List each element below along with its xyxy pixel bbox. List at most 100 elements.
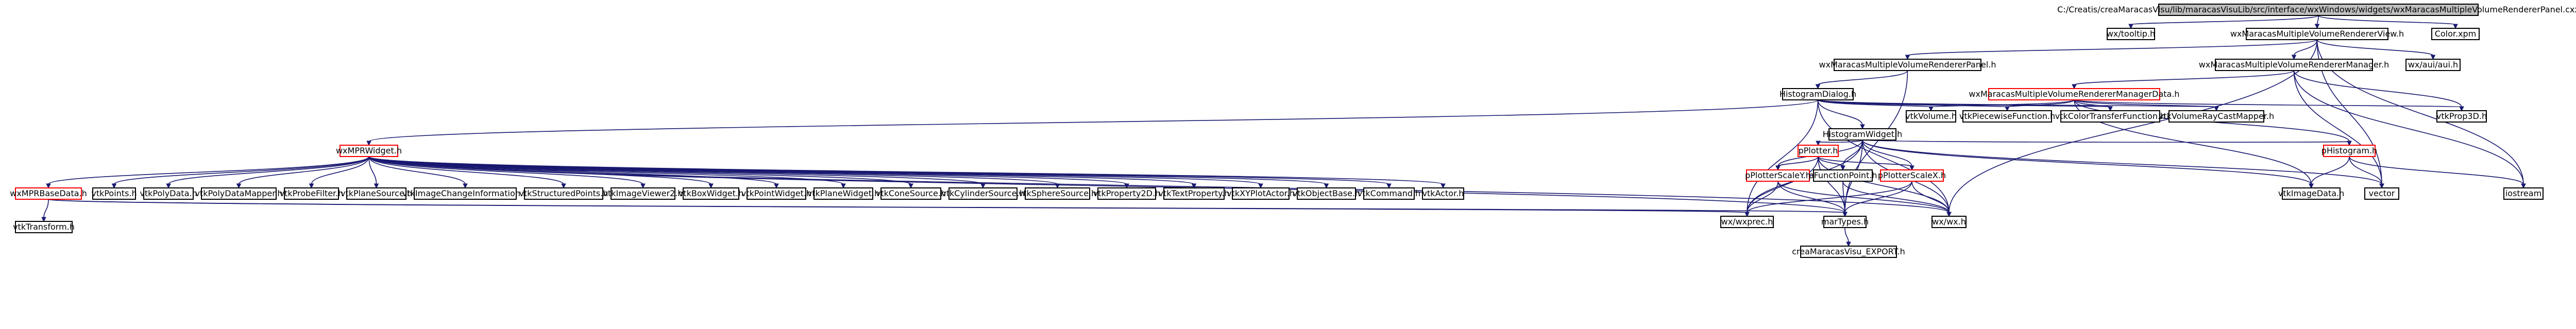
node-vector[interactable]: vector (2364, 187, 2399, 200)
node-label: vtkTransform.h (13, 222, 75, 232)
node-vtkimageviewer2[interactable]: vtkImageViewer2.h (603, 187, 683, 200)
node-label: vtkImageChangeInformation.h (402, 188, 528, 198)
graph-edges (41, 15, 2526, 247)
node-vtkplanewidget[interactable]: vtkPlaneWidget.h (807, 187, 879, 200)
node-vtkplanesource[interactable]: vtkPlaneSource.h (341, 187, 412, 200)
edge-wxvtkmpr-to-vtkprobefilter (309, 156, 369, 189)
node-iostream[interactable]: iostream (2503, 187, 2544, 200)
node-vtkpoints[interactable]: vtkPoints.h (91, 187, 137, 200)
edge-histwidget-to-pplotter (1816, 140, 1863, 146)
node-label: vtkPlaneWidget.h (807, 188, 879, 198)
node-vtkboxwidget[interactable]: vtkBoxWidget.h (679, 187, 743, 200)
node-box (143, 187, 194, 200)
node-box (747, 187, 806, 200)
node-vtkpolydatamapper[interactable]: vtkPolyDataMapper.h (195, 187, 283, 200)
node-pfunctionpoint[interactable]: pFunctionPoint.h (1808, 169, 1877, 182)
node-vtkprobefilter[interactable]: vtkProbeFilter.h (280, 187, 344, 200)
node-box (1097, 187, 1156, 200)
node-label: vtkXYPlotActor.h (1227, 188, 1295, 198)
node-vtkstructuredpoints[interactable]: vtkStructuredPoints.h (519, 187, 608, 200)
node-marTypes[interactable]: marTypes.h (1821, 216, 1869, 228)
edge-wxvtkmprbase-to-vtktransform (41, 199, 49, 222)
node-label: vtkStructuredPoints.h (519, 188, 608, 198)
node-vtkspheresource[interactable]: vtkSphereSource.h (1019, 187, 1097, 200)
edge-pplotterscalex-to-wxwx (1911, 181, 1952, 217)
node-wxwxprec[interactable]: wx/wxprec.h (1720, 216, 1774, 228)
node-pplotterscalex[interactable]: pPlotterScaleX.h (1878, 169, 1946, 182)
node-label: vtkPoints.h (91, 188, 137, 198)
node-vtkpolydata[interactable]: vtkPolyData.h (140, 187, 197, 200)
node-colorxpm[interactable]: Color.xpm (2431, 28, 2480, 40)
edge-mvrmanager-to-vtkprop3d (2293, 70, 2464, 112)
node-label: vtkPolyDataMapper.h (195, 188, 282, 198)
node-vtkcommand[interactable]: vtkCommand.h (1358, 187, 1420, 200)
edge-pplotter-to-pplotterscaley (1775, 156, 1819, 171)
node-vtkpiecewise[interactable]: vtkPiecewiseFunction.h (1959, 110, 2055, 123)
node-label: vtkCylinderSource.h (941, 188, 1024, 198)
node-pplotter[interactable]: pPlotter.h (1798, 145, 1839, 157)
edge-mvrview-to-auibar (2316, 39, 2436, 60)
node-box (1906, 110, 1956, 123)
node-mvrmanagerdata[interactable]: wxMaracasMultipleVolumeRendererManagerDa… (1969, 88, 2180, 100)
node-histogramh[interactable]: pHistogram.h (2321, 145, 2377, 157)
node-label: wx/wx.h (1932, 217, 1966, 227)
node-label: vtkColorTransferFunction.h (2055, 111, 2165, 121)
node-vtkactor[interactable]: vtkActor.h (1422, 187, 1464, 200)
node-mvrpanel[interactable]: wxMaracasMultipleVolumeRendererPanel.h (1819, 59, 1996, 71)
node-label: wxMaracasMultipleVolumeRendererManager.h (2199, 60, 2389, 70)
node-auibar[interactable]: wx/aui/aui.h (2405, 59, 2461, 71)
node-box (15, 187, 82, 200)
node-export[interactable]: creaMaracasVisu_EXPORT.h (1792, 246, 1905, 258)
node-vtkpointwidget[interactable]: vtkPointWidget.h (741, 187, 811, 200)
node-vtkxyplotactor[interactable]: vtkXYPlotActor.h (1227, 187, 1295, 200)
node-vtkproperty2d[interactable]: vtkProperty2D.h (1093, 187, 1160, 200)
edge-mvrmanagerdata-to-vtkvolraycast (2074, 99, 2219, 112)
node-vtkimagechangeinfo[interactable]: vtkImageChangeInformation.h (402, 187, 528, 200)
edge-pplotter-to-pplotterscalex (1818, 156, 1914, 171)
node-vtkconesource[interactable]: vtkConeSource.h (876, 187, 946, 200)
node-pplotterscaley[interactable]: pPlotterScaleY.h (1745, 169, 1811, 182)
node-vtkvolraycast[interactable]: vtkVolumeRayCastMapper.h (2159, 110, 2274, 123)
edge-wxvtkmpr-to-vtkconesource (368, 156, 913, 189)
node-wxtooltip[interactable]: wx/tooltip.h (2107, 28, 2155, 40)
node-label: creaMaracasVisu_EXPORT.h (1792, 247, 1905, 257)
node-wxvtkmprbase[interactable]: wxMPRBaseData.h (10, 187, 87, 200)
edge-wxvtkmpr-to-marTypes (368, 156, 1848, 217)
node-root[interactable]: C:/Creatis/creaMaracasVisu/lib/maracasVi… (2057, 4, 2576, 16)
node-box (1422, 187, 1464, 200)
node-box (1746, 169, 1810, 182)
node-vtkvolume[interactable]: vtkVolume.h (1905, 110, 1957, 123)
node-vtkprop3d[interactable]: vtkProp3D.h (2436, 110, 2487, 123)
node-wxvtkmpr[interactable]: wxMPRWidget.h (336, 145, 402, 157)
node-label: vtkCommand.h (1358, 188, 1420, 198)
node-vtkimagedata[interactable]: vtkImageData.h (2278, 187, 2345, 200)
node-wxwx[interactable]: wx/wx.h (1931, 216, 1967, 228)
node-box (414, 187, 517, 200)
node-label: wxMPRWidget.h (336, 146, 402, 155)
node-box (2107, 28, 2155, 40)
edge-mvrview-to-mvrpanel (1905, 39, 2318, 60)
edge-mvrmanager-to-iostream (2293, 70, 2526, 189)
node-vtktransform[interactable]: vtkTransform.h (13, 221, 75, 233)
node-mvrview[interactable]: wxMaracasMultipleVolumeRendererView.h (2230, 28, 2404, 40)
node-label: vtkImageData.h (2278, 188, 2345, 198)
node-box (611, 187, 675, 200)
node-vtktextproperty[interactable]: vtkTextProperty.h (1158, 187, 1230, 200)
node-box (284, 187, 339, 200)
node-vtkcolortf[interactable]: vtkColorTransferFunction.h (2055, 110, 2165, 123)
node-box (1834, 59, 1981, 71)
node-histdialog[interactable]: HistogramDialog.h (1780, 88, 1856, 100)
node-box (1363, 187, 1415, 200)
node-label: marTypes.h (1821, 217, 1869, 227)
node-box (1800, 246, 1897, 258)
node-box (2405, 59, 2461, 71)
node-histwidget[interactable]: HistogramWidget.h (1823, 128, 1903, 141)
node-vtkcylindersource[interactable]: vtkCylinderSource.h (941, 187, 1025, 200)
node-vtkobjectbase[interactable]: vtkObjectBase.h (1293, 187, 1360, 200)
edge-wxvtkmpr-to-wxwx (368, 156, 1952, 217)
node-label: pHistogram.h (2321, 146, 2377, 155)
node-label: wx/tooltip.h (2107, 29, 2155, 39)
node-label: vtkObjectBase.h (1293, 188, 1360, 198)
edge-mvrmanager-to-vector (2293, 70, 2384, 189)
node-mvrmanager[interactable]: wxMaracasMultipleVolumeRendererManager.h (2199, 59, 2389, 71)
